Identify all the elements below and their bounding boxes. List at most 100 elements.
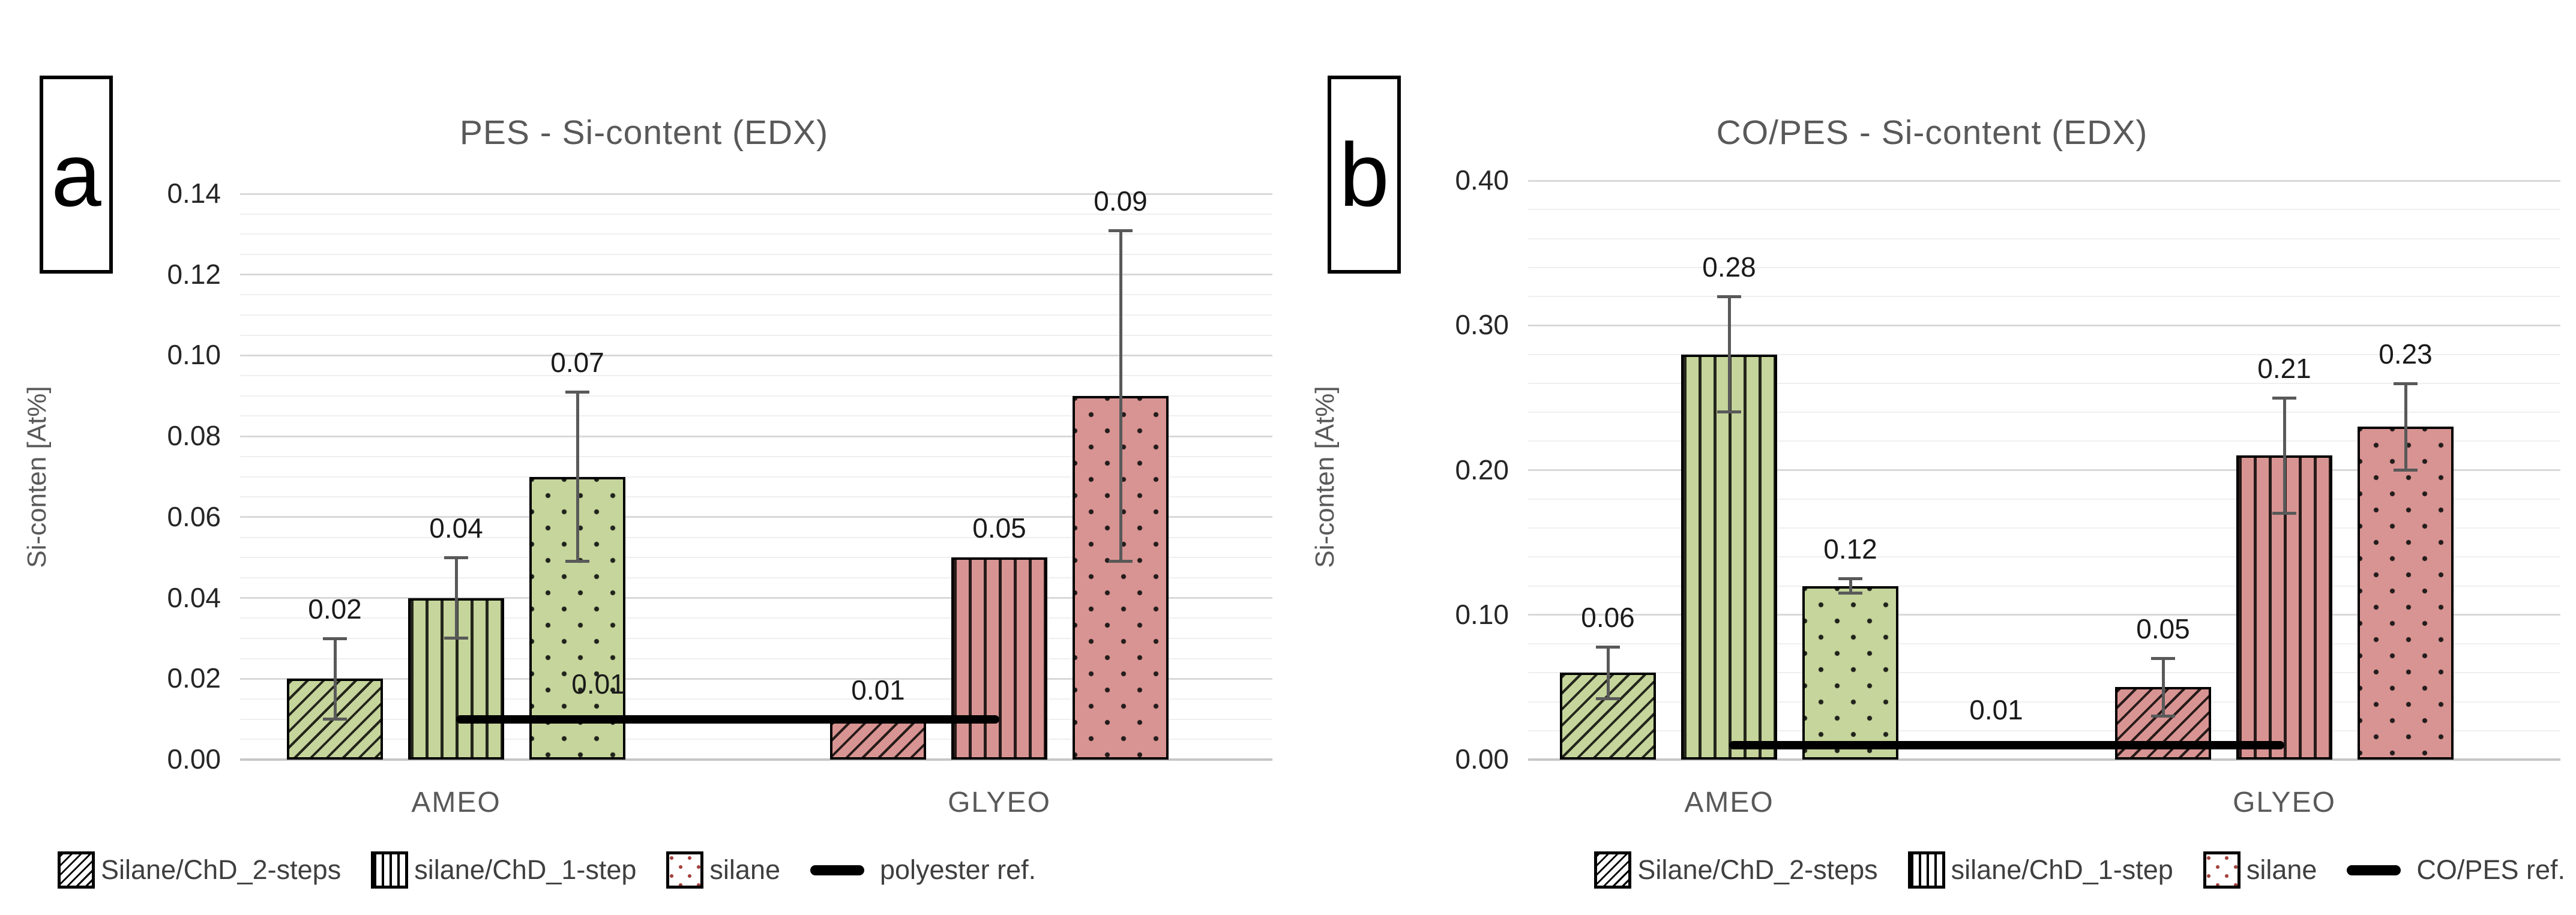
legend-swatch-dots-icon <box>666 851 704 889</box>
legend-item-2steps: Silane/ChD_2-steps <box>58 851 341 889</box>
major-gridline <box>1528 469 2560 471</box>
error-bar-cap-top <box>1109 229 1133 232</box>
category-label-ameo: AMEO <box>411 787 501 818</box>
legend-label-reference: polyester ref. <box>880 854 1037 885</box>
minor-gridline <box>240 395 1272 397</box>
error-bar-stem <box>333 638 337 719</box>
minor-gridline <box>240 455 1272 457</box>
y-tick-label: 0.02 <box>167 662 221 694</box>
minor-gridline <box>1528 296 2560 297</box>
minor-gridline <box>1528 412 2560 413</box>
y-tick-label: 0.40 <box>1455 164 1509 196</box>
y-tick-label: 0.12 <box>167 258 221 290</box>
legend-label-reference: CO/PES ref. <box>2416 854 2565 885</box>
minor-gridline <box>240 698 1272 700</box>
data-label: 0.02 <box>308 593 362 625</box>
data-label: 0.28 <box>1702 251 1756 283</box>
reference-line <box>1729 740 2284 749</box>
y-axis-title-a: Si-conten [At%] <box>22 386 52 568</box>
legend-item-2steps: Silane/ChD_2-steps <box>1594 851 1878 889</box>
y-tick-label: 0.10 <box>1455 598 1509 630</box>
major-gridline <box>240 274 1272 276</box>
minor-gridline <box>1528 585 2560 587</box>
minor-gridline <box>1528 440 2560 442</box>
legend-swatch-reference-line-icon <box>810 865 864 875</box>
minor-gridline <box>240 496 1272 498</box>
error-bar-cap-top <box>1717 295 1741 298</box>
chart-title-a: PES - Si-content (EDX) <box>459 113 829 152</box>
error-bar-cap-top <box>444 556 468 560</box>
legend-label-1step: silane/ChD_1-step <box>414 854 637 885</box>
error-bar-cap-bottom <box>2151 714 2175 718</box>
panel-a: a PES - Si-content (EDX) Si-conten [At%]… <box>22 76 1272 899</box>
minor-gridline <box>240 739 1272 740</box>
error-bar-cap-top <box>323 637 347 640</box>
y-axis-title-b: Si-conten [At%] <box>1310 386 1340 568</box>
minor-gridline <box>1528 382 2560 384</box>
legend-item-reference: CO/PES ref. <box>2347 854 2565 886</box>
minor-gridline <box>1528 353 2560 355</box>
bar-ameo-dots <box>1802 586 1898 760</box>
error-bar-cap-bottom <box>2272 511 2296 515</box>
minor-gridline <box>240 233 1272 235</box>
legend-a: Silane/ChD_2-steps silane/ChD_1-step sil… <box>58 841 1036 899</box>
error-bar-stem <box>576 392 579 562</box>
y-tick-label: 0.10 <box>167 339 221 371</box>
legend-label-silane: silane <box>2246 854 2317 885</box>
bar-glyeo-dots <box>1073 395 1169 760</box>
error-bar-cap-bottom <box>2394 468 2418 472</box>
minor-gridline <box>1528 527 2560 529</box>
y-tick-label: 0.06 <box>167 500 221 532</box>
legend-swatch-reference-line-icon <box>2347 865 2401 875</box>
error-bar-cap-bottom <box>444 636 468 640</box>
error-bar-stem <box>1606 646 1610 699</box>
error-bar-cap-bottom <box>1109 559 1133 563</box>
error-bar-cap-top <box>2272 396 2296 400</box>
y-tick-label: 0.14 <box>167 178 221 209</box>
error-bar-stem <box>1849 578 1852 593</box>
minor-gridline <box>240 637 1272 639</box>
data-label: 0.04 <box>429 512 483 544</box>
panel-b: b CO/PES - Si-content (EDX) Si-conten [A… <box>1288 0 2576 915</box>
y-tick-label: 0.30 <box>1455 309 1509 341</box>
major-gridline <box>240 193 1272 195</box>
legend-item-reference: polyester ref. <box>810 854 1036 886</box>
minor-gridline <box>240 314 1272 316</box>
data-label: 0.05 <box>2136 613 2190 645</box>
legend-item-silane: silane <box>666 851 780 889</box>
category-label-glyeo: GLYEO <box>948 787 1051 818</box>
panel-letter-box-a: a <box>40 76 113 274</box>
error-bar-stem <box>1119 230 1122 562</box>
error-bar-cap-top <box>565 391 589 394</box>
category-label-ameo: AMEO <box>1684 787 1774 818</box>
minor-gridline <box>240 375 1272 377</box>
bar-glyeo-vertical-stripes <box>951 557 1047 760</box>
error-bar-cap-bottom <box>323 717 347 721</box>
error-bar-cap-top <box>2151 657 2175 661</box>
reference-line-label: 0.01 <box>571 668 625 700</box>
minor-gridline <box>1528 643 2560 644</box>
minor-gridline <box>240 415 1272 417</box>
data-label: 0.23 <box>2379 338 2433 370</box>
bar-glyeo-dots <box>2358 427 2454 760</box>
major-gridline <box>1528 614 2560 616</box>
legend-swatch-vertical-stripes-icon <box>1907 851 1945 889</box>
bar-glyeo-diagonal-hatch <box>830 719 926 760</box>
error-bar-cap-bottom <box>1838 591 1862 595</box>
legend-label-2steps: Silane/ChD_2-steps <box>101 854 342 885</box>
error-bar-cap-bottom <box>1596 697 1620 700</box>
bar-ameo-vertical-stripes <box>1681 354 1777 760</box>
minor-gridline <box>1528 238 2560 239</box>
y-tick-label: 0.04 <box>167 581 221 613</box>
panel-letter-b: b <box>1339 124 1389 225</box>
legend-b: Silane/ChD_2-steps silane/ChD_1-step sil… <box>1594 841 2565 899</box>
legend-label-2steps: Silane/ChD_2-steps <box>1637 854 1878 885</box>
error-bar-cap-bottom <box>565 559 589 563</box>
minor-gridline <box>1528 498 2560 500</box>
error-bar-stem <box>2404 383 2407 470</box>
error-bar-stem <box>1727 296 1731 412</box>
y-tick-label: 0.20 <box>1455 454 1509 485</box>
legend-label-silane: silane <box>709 854 780 885</box>
data-label: 0.05 <box>972 512 1026 544</box>
